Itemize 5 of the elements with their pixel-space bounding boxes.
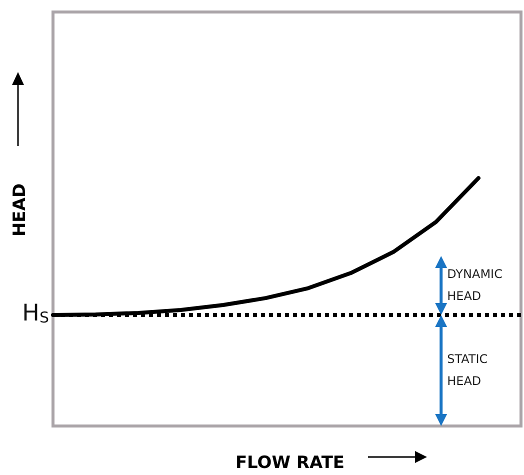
y-axis-title: HEAD [10, 183, 30, 237]
annotation: DYNAMIC HEAD [447, 266, 504, 306]
ref-line-label: H$_{S}$ [22, 300, 49, 326]
annotation: STATIC HEAD [447, 351, 489, 390]
x-axis-title: FLOW RATE [235, 453, 345, 473]
